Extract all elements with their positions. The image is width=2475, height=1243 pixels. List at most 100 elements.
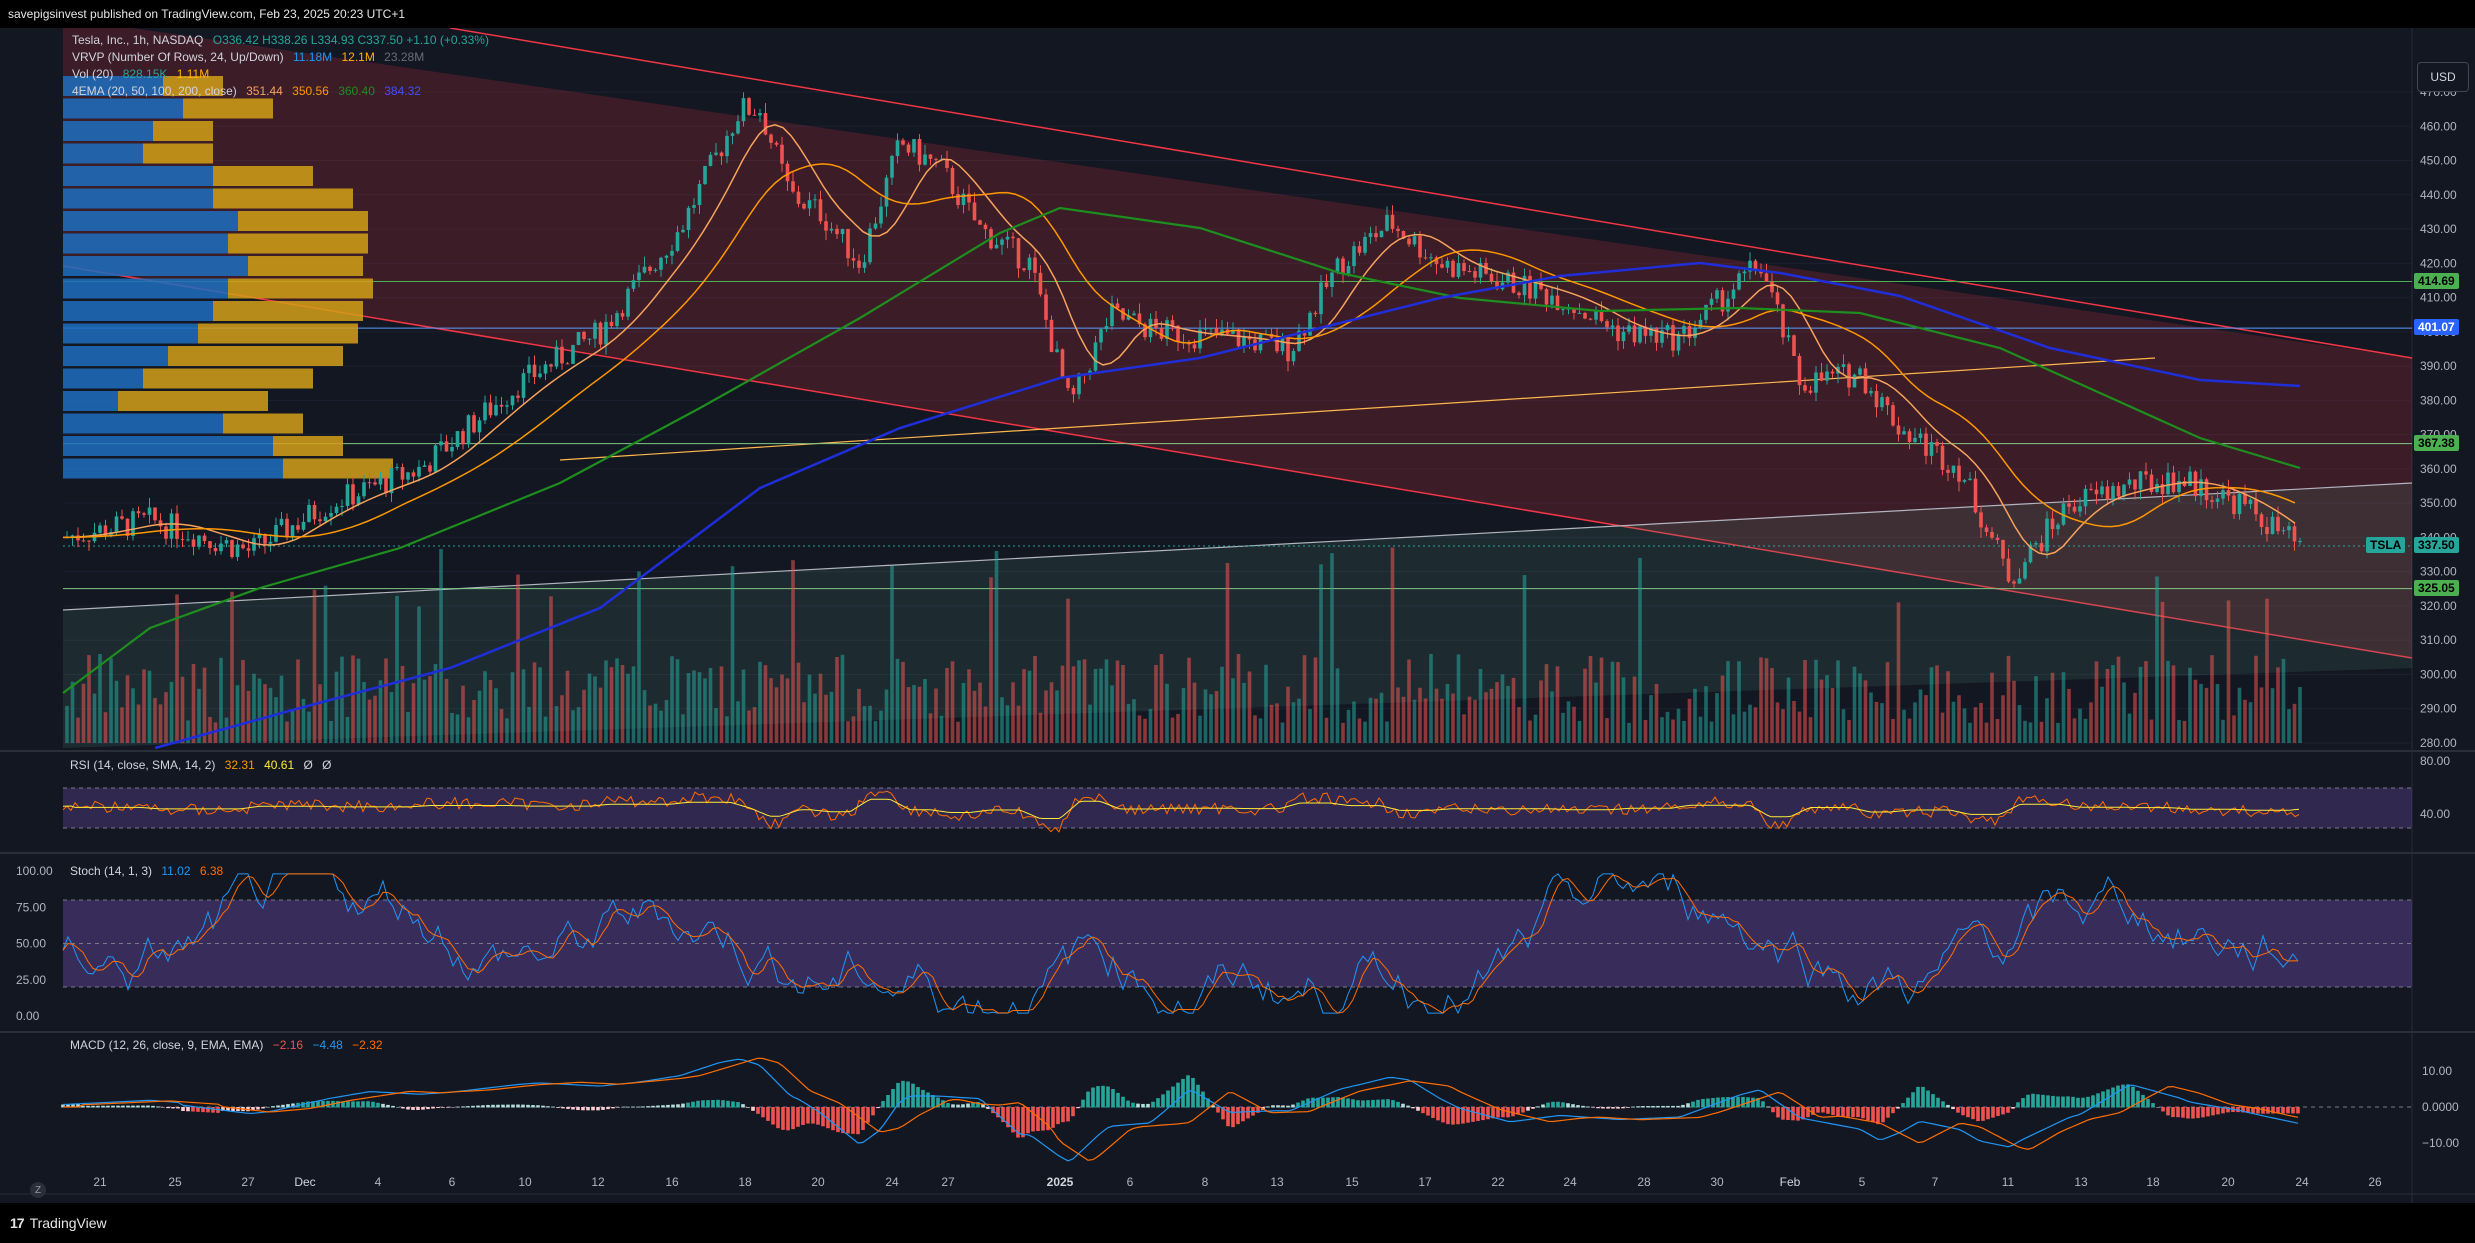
volume-bar [1104,659,1109,743]
volume-bar [846,721,850,743]
legend-ema-label[interactable]: 4EMA (20, 50, 100, 200, close) [72,84,237,98]
volume-bar [1324,717,1329,743]
macd-histogram-bar [446,1107,450,1108]
candle-body [411,472,416,477]
volume-bar [2166,660,2170,743]
macd-histogram-bar [1776,1107,1780,1118]
footer-brand[interactable]: TradingView [29,1215,107,1231]
candle-body [1698,319,1703,329]
volume-bar [1165,683,1169,743]
macd-histogram-bar [481,1105,485,1108]
macd-histogram-bar [871,1107,875,1116]
macd-histogram-bar [1546,1102,1550,1108]
volume-bar [1984,722,1989,743]
volume-bar [2287,709,2291,743]
candle-body [1335,258,1340,273]
zoom-button[interactable]: Z [30,1182,46,1198]
macd-histogram-bar [1641,1106,1645,1108]
candle-body [2050,518,2055,530]
candle-body [681,229,685,233]
macd-histogram-bar [211,1107,215,1113]
macd-histogram-bar [1756,1098,1760,1108]
macd-histogram-bar [1081,1099,1085,1108]
volume-bar [422,679,427,743]
volume-bar [1885,662,1890,743]
macd-histogram-bar [766,1107,770,1121]
volume-bar [1401,696,1406,743]
rsi-label[interactable]: RSI (14, close, SMA, 14, 2) [70,758,216,772]
stoch-label[interactable]: Stoch (14, 1, 3) [70,864,153,878]
price-axis-tick: 360.00 [2420,462,2457,476]
volume-bar [2072,718,2077,743]
volume-bar [675,659,680,743]
macd-histogram-bar [636,1106,640,1108]
candle-body [1308,312,1312,336]
legend-title[interactable]: Tesla, Inc., 1h, NASDAQ [72,33,204,47]
macd-label[interactable]: MACD (12, 26, close, 9, EMA, EMA) [70,1038,264,1052]
volume-bar [1990,672,1994,743]
volume-bar [1742,711,1747,743]
volume-bar [873,721,878,743]
volume-bar [81,683,86,743]
volume-bar [1770,668,1774,743]
candle-body [1726,298,1730,312]
candle-body [659,257,663,270]
macd-histogram-bar [1106,1086,1110,1108]
price-axis-tick: 420.00 [2420,256,2457,270]
macd-histogram-bar [1741,1096,1745,1108]
candle-body [714,152,718,155]
candle-body [384,477,388,494]
macd-histogram-bar [706,1100,710,1108]
volume-bar [730,566,735,743]
volume-bar [692,670,696,743]
candle-body [2122,484,2126,497]
volume-bar [1616,662,1620,743]
ema-200-line [154,261,2301,750]
macd-histogram-bar [821,1107,825,1127]
legend-vol-label[interactable]: Vol (20) [72,67,114,81]
macd-histogram-bar [521,1104,525,1108]
candle-body [70,535,75,537]
chart-area[interactable]: 4 7 0.00 460.00 450.00 440.00 430.00 420.00 410.… [0,28,2475,1203]
candle-body [703,165,707,185]
volume-bar [340,656,344,743]
macd-line [62,1058,2299,1162]
candle-body [631,280,636,289]
macd-histogram-bar [1706,1098,1710,1108]
candle-body [235,544,240,558]
volume-bar [725,716,729,743]
candle-body [1313,312,1318,315]
price-axis-tick: 430.00 [2420,222,2457,236]
volume-bar [2089,702,2093,743]
candle-body [1665,325,1670,331]
volume-bar [1170,717,1175,743]
volume-bar [1704,686,1708,743]
macd-histogram-bar [1441,1107,1445,1123]
macd-histogram-bar [1376,1099,1380,1108]
macd-histogram-bar [431,1107,435,1109]
macd-histogram-bar [511,1104,515,1108]
time-axis-label: 20 [811,1175,825,1189]
macd-histogram-bar [2146,1099,2150,1108]
candle-body [560,346,564,364]
tradingview-logo-icon[interactable]: 17 [10,1215,25,1231]
candle-body [549,364,553,367]
price-axis-tick: 350.00 [2420,496,2457,510]
candle-body [983,224,988,230]
macd-histogram-bar [466,1106,470,1108]
macd-histogram-bar [506,1104,510,1108]
candle-body [824,221,828,231]
chart-canvas[interactable]: 4 7 0.00 460.00 450.00 440.00 430.00 420.00 410.… [0,28,2475,1203]
candle-body [1830,371,1835,374]
currency-button[interactable]: USD [2417,62,2469,92]
macd-histogram-bar [1711,1098,1715,1108]
volume-bar [307,711,311,743]
stoch-d-line [62,873,2299,1014]
volume-bar [598,687,603,743]
macd-histogram-bar [1231,1107,1235,1128]
volume-profile-up [63,76,163,96]
candle-body [136,511,141,514]
legend-vrvp-label[interactable]: VRVP (Number Of Rows, 24, Up/Down) [72,50,284,64]
volume-bar [103,712,108,743]
volume-bar [906,687,911,743]
